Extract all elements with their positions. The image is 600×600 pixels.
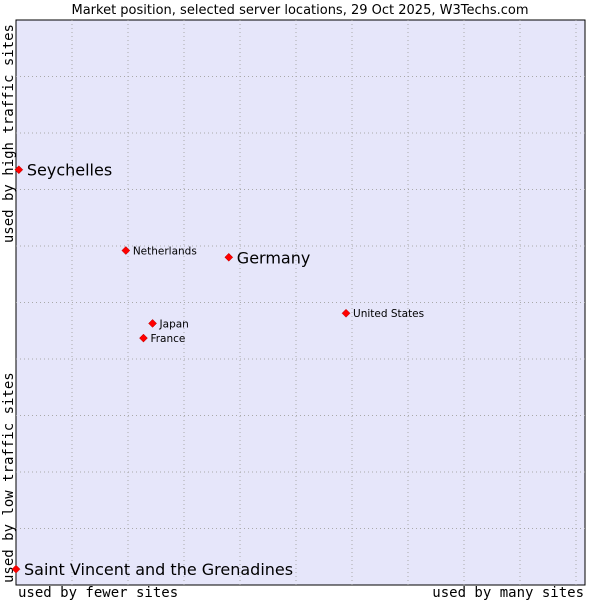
data-point-netherlands <box>121 246 131 255</box>
data-label-netherlands: Netherlands <box>133 246 197 258</box>
data-point-germany <box>224 252 234 262</box>
x-axis-label-left: used by fewer sites <box>18 585 178 600</box>
data-label-germany: Germany <box>237 248 311 267</box>
chart-title: Market position, selected server locatio… <box>71 3 528 18</box>
data-label-france: France <box>150 333 185 345</box>
data-label-saint-vincent-and-the-grenadines: Saint Vincent and the Grenadines <box>24 560 293 579</box>
data-label-seychelles: Seychelles <box>27 161 112 180</box>
data-point-saint-vincent-and-the-grenadines <box>11 564 21 574</box>
data-label-japan: Japan <box>159 318 189 330</box>
x-axis-label-right: used by many sites <box>432 585 584 600</box>
grid-lines <box>16 20 585 585</box>
data-label-united-states: United States <box>353 308 424 320</box>
data-point-seychelles <box>14 165 24 175</box>
data-point-united-states <box>341 308 351 318</box>
y-axis-label-top: used by high traffic sites <box>1 24 17 243</box>
data-point-france <box>139 333 148 343</box>
data-points: Seychelles Netherlands Germany United State… <box>11 161 424 579</box>
y-axis-label-bottom: used by low traffic sites <box>1 372 17 583</box>
data-point-japan <box>148 319 157 328</box>
